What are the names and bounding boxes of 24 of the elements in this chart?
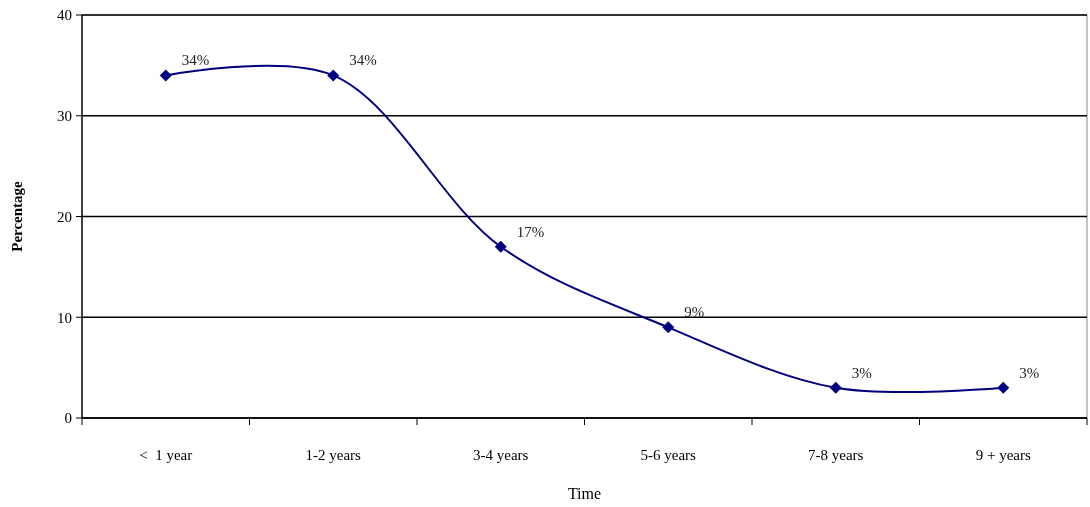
data-label: 3%: [1019, 364, 1040, 381]
point: [327, 69, 340, 82]
data-label: 17%: [516, 223, 545, 240]
point: [494, 240, 507, 253]
x-axis-title: Time: [567, 485, 602, 502]
point: [159, 69, 172, 82]
y-tick-label: 0: [64, 410, 72, 427]
y-axis-title: Percentage: [9, 180, 25, 252]
x-tick-label: 1-2 years: [305, 447, 362, 463]
x-tick-label: 3-4 years: [473, 447, 529, 463]
point: [829, 381, 842, 394]
data-label: 34%: [181, 52, 210, 69]
data-label: 3%: [851, 364, 872, 381]
x-tick-label: 7-8 years: [808, 447, 864, 463]
y-tick-label: 30: [57, 108, 72, 124]
y-tick-label: 40: [57, 7, 72, 24]
x-tick-label: < 1 year: [139, 447, 193, 463]
x-tick-label: 5-6 years: [640, 447, 697, 463]
data-label: 34%: [349, 52, 377, 69]
y-tick-label: 20: [57, 208, 72, 225]
point: [997, 381, 1010, 394]
y-tick-label: 10: [57, 309, 72, 326]
point: [662, 321, 675, 334]
x-tick-label: 9 + years: [975, 447, 1031, 463]
